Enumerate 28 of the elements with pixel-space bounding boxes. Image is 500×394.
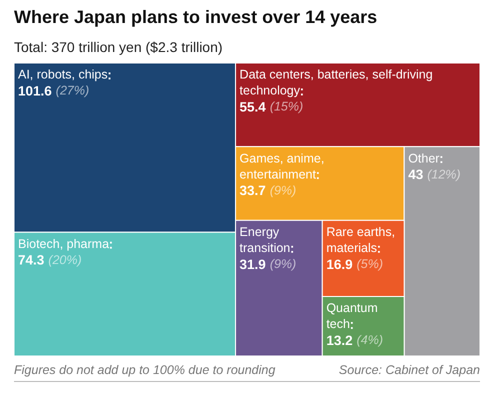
category-label: AI, robots, chips [18,68,108,82]
data-label: 55.4 [240,99,266,114]
text: (15%) [270,100,304,114]
data-label: 43 [408,167,424,182]
category-label: Rare earths, materials [326,225,396,256]
data-label: 31.9 [240,256,266,272]
source-note: Source: Cabinet of Japan [338,363,480,377]
category-label: Energy transition [240,225,290,256]
category-label: Other [408,151,440,166]
data-label: 74.3 [18,252,45,268]
text: Where Japan plans to invest over 14 years [14,7,378,28]
category-label: Biotech, pharma [18,236,110,251]
category-label: Games, anime, entertainment [240,151,324,182]
text: (9%) [270,183,296,198]
text: (5%) [356,257,384,272]
text: (27%) [56,84,90,98]
text: Total: 370 trillion yen ($2.3 trillion) [14,39,223,55]
text: (20%) [48,252,82,267]
category-label: Data centers, batteries, self-driving technology [240,68,433,98]
text: (9%) [270,257,296,272]
data-label: 33.7 [240,183,266,198]
text: (4%) [356,333,384,348]
text: (12%) [427,167,461,182]
category-label: Quantum tech [326,301,378,332]
data-label: 16.9 [326,256,353,272]
data-label: 13.2 [326,332,353,348]
data-label: 101.6 [18,83,52,98]
text: Figures do not add up to 100% due to rounding [14,363,276,377]
